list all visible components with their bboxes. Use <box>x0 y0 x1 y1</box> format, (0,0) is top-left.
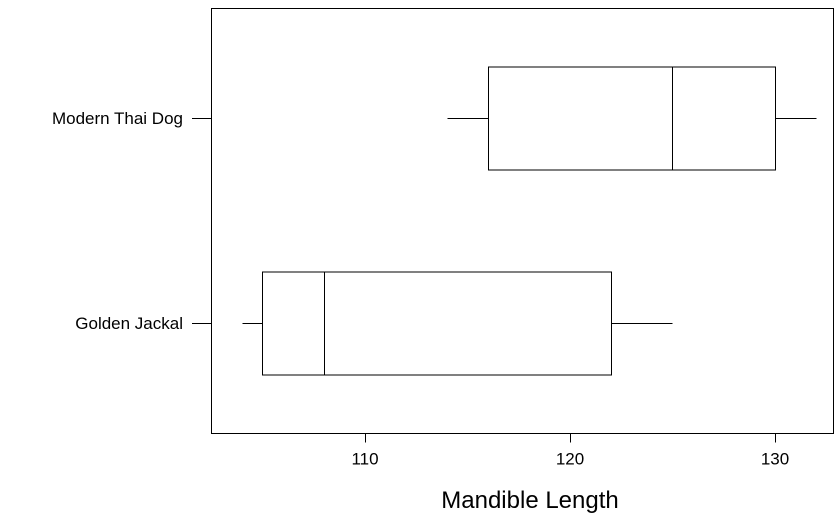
iqr-box-modern-thai-dog <box>488 66 776 171</box>
plot-frame <box>211 8 834 434</box>
category-label-modern-thai-dog: Modern Thai Dog <box>52 109 183 128</box>
category-axis: Modern Thai Dog Golden Jackal <box>52 109 212 333</box>
x-tick-label-130: 130 <box>761 450 789 469</box>
box-golden-jackal <box>242 271 673 376</box>
x-tick-label-110: 110 <box>351 450 378 469</box>
iqr-box-golden-jackal <box>262 271 612 376</box>
x-axis: 110 120 130 <box>351 433 789 469</box>
x-axis-title: Mandible Length <box>441 487 618 514</box>
boxes-layer <box>242 66 817 376</box>
x-tick-label-120: 120 <box>556 450 584 469</box>
box-modern-thai-dog <box>447 66 817 171</box>
category-label-golden-jackal: Golden Jackal <box>75 314 183 333</box>
